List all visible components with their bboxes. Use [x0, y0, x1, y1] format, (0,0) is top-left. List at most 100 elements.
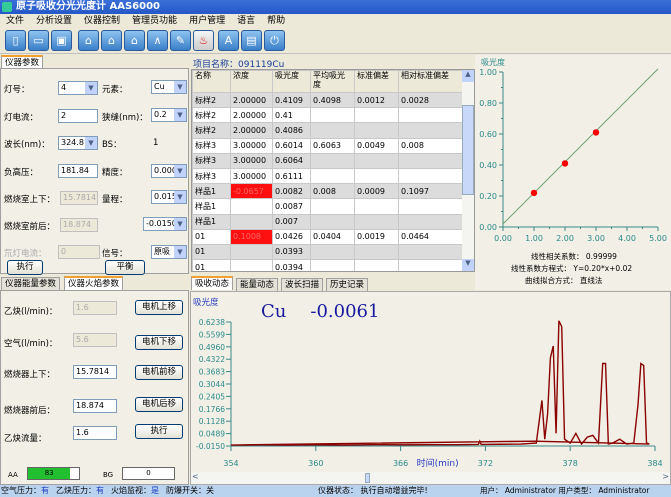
motor-forward-button[interactable]: 电机前移 — [135, 365, 183, 380]
peak-icon[interactable]: ∧ — [147, 30, 168, 51]
usertype-label: 用户类型： — [558, 486, 596, 495]
state-label: 仪器状态： — [318, 486, 358, 495]
burner-fb-label: 燃烧室前后： — [4, 222, 56, 232]
hv-input[interactable]: 181.84 — [58, 164, 98, 178]
calibrate-icon[interactable]: ✎ — [170, 30, 191, 51]
open-folder-icon[interactable]: ▭ — [28, 30, 49, 51]
text-icon[interactable]: A — [218, 30, 239, 51]
element-reading: Cu -0.0061 — [261, 301, 379, 322]
menu-users[interactable]: 用户管理 — [189, 16, 226, 26]
execute-button[interactable]: 执行 — [7, 260, 43, 275]
table-cell — [398, 122, 464, 139]
app-logo-icon — [2, 2, 12, 12]
flame-params-panel: 乙炔(l/min)： 1.6 空气(l/min)： 5.6 燃烧器上下： 15.… — [0, 290, 189, 485]
menu-help[interactable]: 帮助 — [267, 16, 286, 26]
method-label: 曲线拟合方式： — [525, 276, 578, 285]
column-header[interactable]: 吸光度 — [272, 70, 311, 93]
lamp-icon[interactable]: ⌂ — [78, 30, 99, 51]
tab-wavelength-scan[interactable]: 波长扫描 — [281, 278, 324, 292]
table-row[interactable]: 标样2 2.00000 0.41 — [192, 107, 464, 124]
flow-input[interactable]: 1.6 — [73, 426, 117, 440]
table-row[interactable]: 样品1 0.0087 — [192, 198, 464, 215]
table-cell: 3.00000 — [230, 167, 273, 185]
precision-select[interactable]: 0.0000 ▼ — [151, 164, 187, 178]
power-icon[interactable]: ⏻ — [264, 30, 285, 51]
column-header[interactable]: 标准偏差 — [354, 70, 399, 93]
signal-select[interactable]: 原吸 ▼ — [151, 245, 187, 259]
table-cell — [230, 243, 273, 261]
motor-down-button[interactable]: 电机下移 — [135, 335, 183, 350]
method-value: 直线法 — [579, 276, 603, 285]
table-row[interactable]: 01 0.0394 — [192, 259, 464, 271]
menu-instrument[interactable]: 仪器控制 — [84, 16, 121, 26]
tab-absorption-dynamic[interactable]: 吸收动态 — [191, 276, 234, 290]
column-header[interactable]: 相对标准偏差 — [398, 70, 464, 93]
table-cell: 0.0019 — [354, 228, 399, 245]
table-row[interactable]: 样品1 0.007 — [192, 213, 464, 230]
instrument-icon[interactable]: ▤ — [241, 30, 262, 51]
scroll-right-icon[interactable]: > — [662, 472, 669, 481]
chart-hscrollbar[interactable]: < > — [191, 472, 670, 484]
motor-up-button[interactable]: 电机上移 — [135, 300, 183, 315]
tab-energy-params[interactable]: 仪器能量参数 — [1, 277, 61, 291]
balance-button[interactable]: 平衡 — [105, 260, 145, 275]
motor-back-button[interactable]: 电机后移 — [135, 397, 183, 412]
lamp-2-icon[interactable]: ⌂ — [101, 30, 122, 51]
calibration-chart: 吸光度 0.00 0.20 0.40 0.60 0.80 1.00 0.00 1.00 2.00 3… — [479, 57, 667, 243]
lamp-100-icon[interactable]: ⌂ — [124, 30, 145, 51]
reading-element: Cu — [261, 301, 287, 322]
burner-ud-input: 15.7814 — [60, 191, 98, 205]
element-select[interactable]: Cu ▼ — [151, 80, 187, 94]
table-cell — [310, 198, 355, 215]
table-row[interactable]: 标样3 3.00000 0.6111 — [192, 167, 464, 185]
burner-fb-input[interactable]: 18.874 — [73, 399, 117, 413]
y-tick-label: 0.00 — [479, 223, 497, 232]
table-row[interactable]: 标样2 2.00000 0.4086 — [192, 122, 464, 139]
new-file-icon[interactable]: ▯ — [5, 30, 26, 51]
absorbance-trace — [230, 320, 650, 446]
table-scrollbar[interactable]: ▲ ▼ — [462, 70, 474, 271]
tab-flame-params[interactable]: 仪器火焰参数 — [64, 276, 124, 290]
scroll-down-icon[interactable]: ▼ — [462, 259, 474, 271]
table-row[interactable]: 01 0.0393 — [192, 243, 464, 261]
burner-ud-input[interactable]: 15.7814 — [73, 365, 117, 379]
table-cell: 标样2 — [192, 122, 231, 139]
column-header[interactable]: 平均吸光度 — [310, 70, 355, 93]
range-max-select[interactable]: 0.0150 ▼ — [151, 190, 187, 204]
wavelength-select[interactable]: 324.8 ▼ — [58, 136, 98, 150]
scroll-thumb[interactable] — [365, 473, 370, 483]
tab-energy-dynamic[interactable]: 能量动态 — [236, 278, 279, 292]
range-min-select[interactable]: -0.0150 ▼ — [143, 217, 187, 231]
table-row[interactable]: 标样2 2.00000 0.4109 0.4098 0.0012 0.0028 — [192, 91, 464, 109]
scroll-thumb[interactable] — [462, 105, 474, 195]
table-cell: 样品1 — [192, 198, 231, 215]
table-row[interactable]: 01 0.1008 0.0426 0.0404 0.0019 0.0464 — [192, 228, 464, 245]
column-header[interactable]: 浓度 — [230, 70, 273, 93]
save-icon[interactable]: ▣ — [51, 30, 72, 51]
tab-history[interactable]: 历史记录 — [326, 278, 369, 292]
menu-file[interactable]: 文件 — [6, 16, 25, 26]
flame-icon[interactable]: ♨ — [193, 30, 214, 51]
menu-language[interactable]: 语言 — [237, 16, 256, 26]
menu-analysis[interactable]: 分析设置 — [36, 16, 73, 26]
slit-select[interactable]: 0.2 ▼ — [151, 108, 187, 122]
table-row[interactable]: 样品1 -0.0657 0.0082 0.008 0.0009 0.1097 — [192, 183, 464, 200]
table-row[interactable]: 标样3 3.00000 0.6064 — [192, 152, 464, 169]
x-tick-label: 3.00 — [587, 234, 605, 243]
lamp-select[interactable]: 4 ▼ — [58, 81, 98, 95]
table-row[interactable]: 标样3 3.00000 0.6014 0.6063 0.0049 0.008 — [192, 137, 464, 154]
tab-instrument-params[interactable]: 仪器参数 — [1, 55, 44, 69]
scroll-left-icon[interactable]: < — [192, 472, 199, 481]
scroll-up-icon[interactable]: ▲ — [462, 70, 474, 82]
acetylene-pressure-status: 乙炔压力：有 — [56, 485, 104, 497]
current-input[interactable]: 2 — [58, 109, 98, 123]
chevron-down-icon: ▼ — [174, 81, 186, 93]
flame-execute-button[interactable]: 执行 — [135, 424, 183, 439]
table-cell — [310, 152, 355, 169]
bs-label: BS： — [102, 140, 122, 150]
column-header[interactable]: 名称 — [192, 70, 231, 93]
chevron-down-icon: ▼ — [174, 218, 186, 230]
menu-admin[interactable]: 管理员功能 — [132, 16, 178, 26]
slit-value: 0.2 — [154, 110, 167, 119]
table-cell: 标样2 — [192, 107, 231, 124]
